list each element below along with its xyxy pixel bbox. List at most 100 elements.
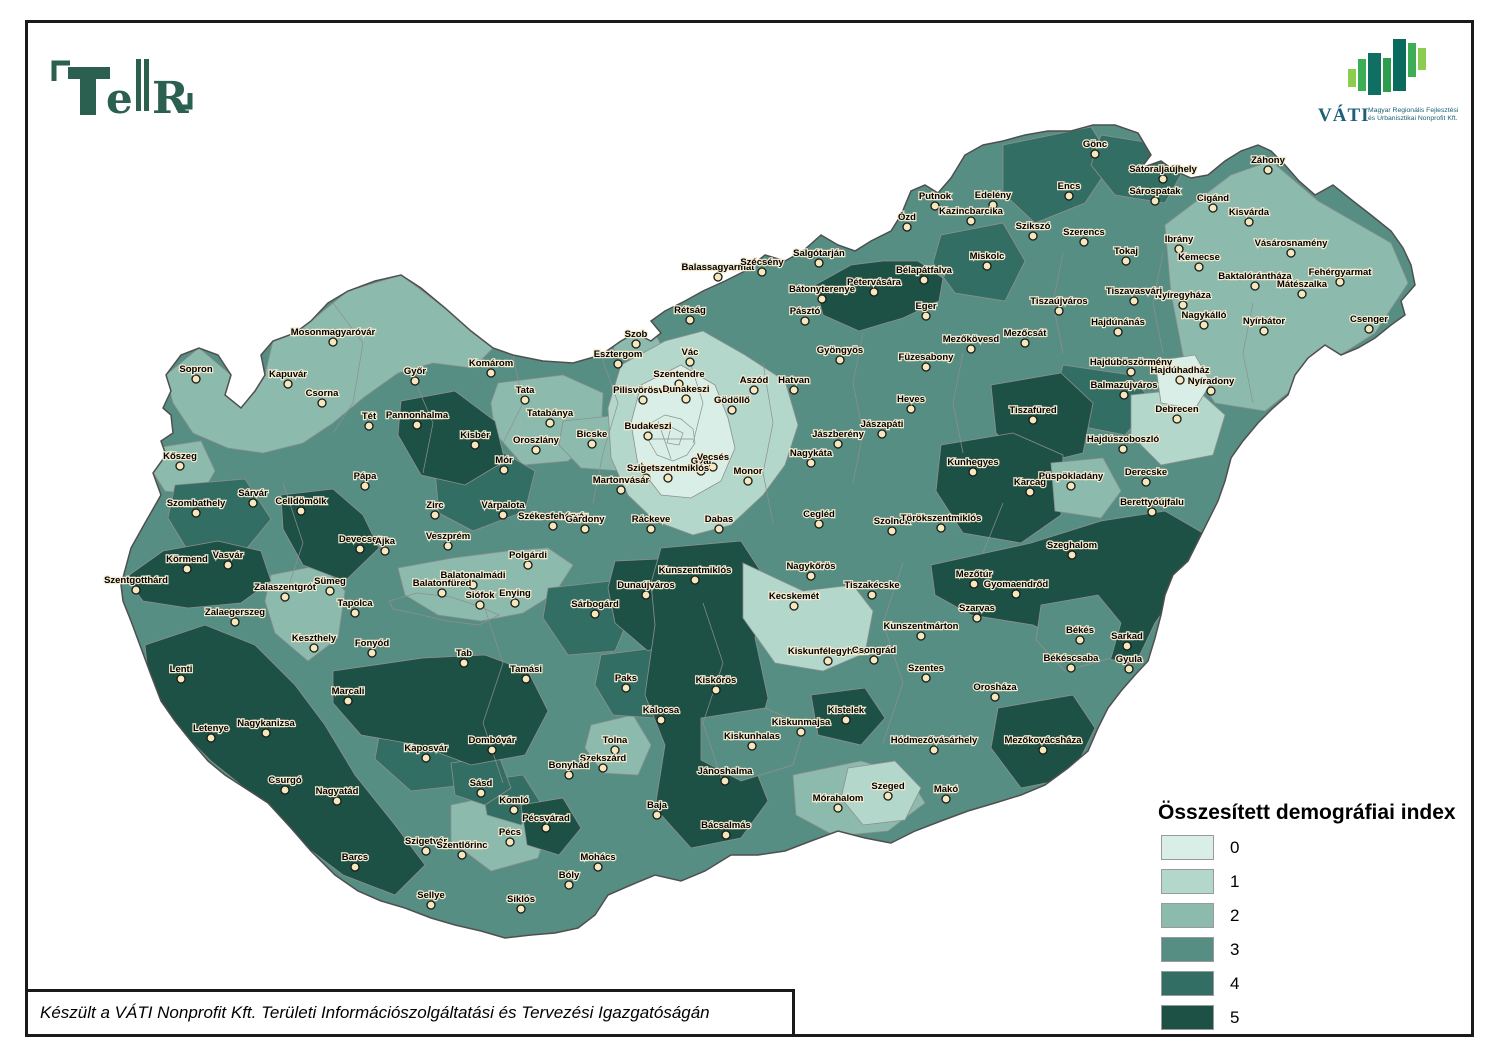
city-label: Gárdony <box>565 514 605 525</box>
city-dot: Pápa <box>360 481 370 491</box>
city-label: Keszthely <box>292 633 337 644</box>
city-dot: Eger <box>921 311 931 321</box>
city-label: Ózd <box>898 211 916 223</box>
city-label: Szeged <box>871 781 904 792</box>
city-label: Kaposvár <box>404 743 448 754</box>
city-dot: Pásztó <box>800 316 810 326</box>
city-label: Kisbér <box>460 430 490 441</box>
legend-row-0: 0 <box>1158 835 1473 860</box>
region-class-2 <box>1164 160 1409 412</box>
city-dot: Balmazújváros <box>1119 390 1129 400</box>
city-dot: Záhony <box>1263 165 1273 175</box>
city-dot: Monor <box>743 476 753 486</box>
city-dot: Tamási <box>521 674 531 684</box>
city-dot: Esztergom <box>613 359 623 369</box>
city-label: Orosháza <box>973 682 1017 693</box>
city-dot: Tapolca <box>350 608 360 618</box>
lake-balaton-outline <box>388 592 500 626</box>
city-label: Békéscsaba <box>1044 653 1100 664</box>
city-dot: Szerencs <box>1079 237 1089 247</box>
city-label: Kunszentmárton <box>884 621 959 632</box>
city-dot: Pécsvárad <box>541 823 551 833</box>
city-label: Berettyóújfalu <box>1120 497 1184 508</box>
city-dot: Győr <box>410 376 420 386</box>
city-dot: Zalaszentgrót <box>280 592 290 602</box>
city-label: Karcag <box>1014 477 1046 488</box>
city-dot: Nagykőrös <box>806 571 816 581</box>
city-dot: Dabas <box>714 524 724 534</box>
city-dot: Szigetszentmiklós <box>663 473 673 483</box>
city-label: Győr <box>404 366 426 377</box>
city-dot: Hatvan <box>789 385 799 395</box>
city-label: Kapuvár <box>269 369 307 380</box>
country-border <box>120 124 1416 939</box>
city-dot: Körmend <box>182 564 192 574</box>
city-dot: Ózd <box>902 222 912 232</box>
city-label: Szentgotthárd <box>104 575 168 586</box>
region-class-5 <box>814 260 944 332</box>
city-label: Hódmezővásárhely <box>891 735 978 746</box>
city-dot: Tét <box>364 421 374 431</box>
city-label: Várpalota <box>481 500 525 511</box>
budapest-district-boundary <box>657 420 672 460</box>
city-dot: Füzesabony <box>921 362 931 372</box>
city-dot: Kalocsa <box>656 715 666 725</box>
city-dot: Szolnok <box>887 526 897 536</box>
city-label: Cigánd <box>1197 193 1229 204</box>
city-dot: Makó <box>941 794 951 804</box>
city-label: Mezőkovácsháza <box>1004 735 1082 746</box>
city-label: Esztergom <box>594 349 643 360</box>
city-label: Kiskunfélegyháza <box>788 646 869 657</box>
teir-bracket-top-icon <box>51 60 70 81</box>
teir-bracket-bottom-icon <box>176 93 193 110</box>
teir-bar-1 <box>136 59 141 111</box>
city-label: Baja <box>647 800 668 811</box>
city-label: Mosonmagyaróvár <box>291 327 376 338</box>
city-dot: Nagykanizsa <box>261 728 271 738</box>
teir-letter-e: e <box>106 74 133 123</box>
city-dot: Hódmezővásárhely <box>929 745 939 755</box>
city-label: Pécsvárad <box>522 813 570 824</box>
city-dot: Bélapátfalva <box>919 275 929 285</box>
vati-bar <box>1348 69 1356 87</box>
region-boundary <box>762 362 774 524</box>
city-label: Kazincbarcika <box>939 206 1004 217</box>
city-dot: Sellye <box>426 900 436 910</box>
budapest-district-boundary <box>666 426 684 446</box>
city-label: Szentlőrinc <box>436 840 487 851</box>
city-label: Békés <box>1066 625 1094 636</box>
city-dot: Kazincbarcika <box>966 216 976 226</box>
region-class-1 <box>840 760 922 826</box>
city-label: Pécs <box>499 827 521 838</box>
city-dot: Barcs <box>350 862 360 872</box>
city-label: Letenye <box>193 723 229 734</box>
city-dot: Mór <box>499 465 509 475</box>
city-dot: Püspökladány <box>1066 481 1076 491</box>
city-dot: Zirc <box>430 510 440 520</box>
hungary-choropleth-map: Mosonmagyaróvár Sopron Kapuvár Csorna Győr Ko… <box>103 124 1416 939</box>
legend-row-3: 3 <box>1158 937 1473 962</box>
city-dot: Pannonhalma <box>412 420 422 430</box>
region-boundary <box>982 502 1004 554</box>
city-dot: Martonvásár <box>616 485 626 495</box>
region-class-1 <box>742 562 874 672</box>
city-label: Székesfehérvár <box>518 511 588 522</box>
city-dot: Csenger <box>1364 324 1374 334</box>
city-label: Debrecen <box>1155 404 1198 415</box>
city-label: Vecsés <box>697 452 729 463</box>
city-dot: Siófok <box>475 600 485 610</box>
city-label: Devecser <box>339 534 382 545</box>
city-label: Szeghalom <box>1047 540 1097 551</box>
city-dot: Karcag <box>1025 487 1035 497</box>
city-label: Csenger <box>1350 314 1388 325</box>
city-label: Kalocsa <box>643 705 680 716</box>
city-label: Polgárdi <box>509 550 547 561</box>
city-dot: Tiszafüred <box>1028 415 1038 425</box>
city-label: Nyíregyháza <box>1155 290 1212 301</box>
city-label: Sellye <box>417 890 444 901</box>
city-label: Mezőkövesd <box>943 334 1000 345</box>
city-label: Csongrád <box>852 645 897 656</box>
city-dot: Törökszentmiklós <box>936 523 946 533</box>
city-label: Nagykáta <box>790 448 833 459</box>
region-boundary <box>1052 252 1064 354</box>
